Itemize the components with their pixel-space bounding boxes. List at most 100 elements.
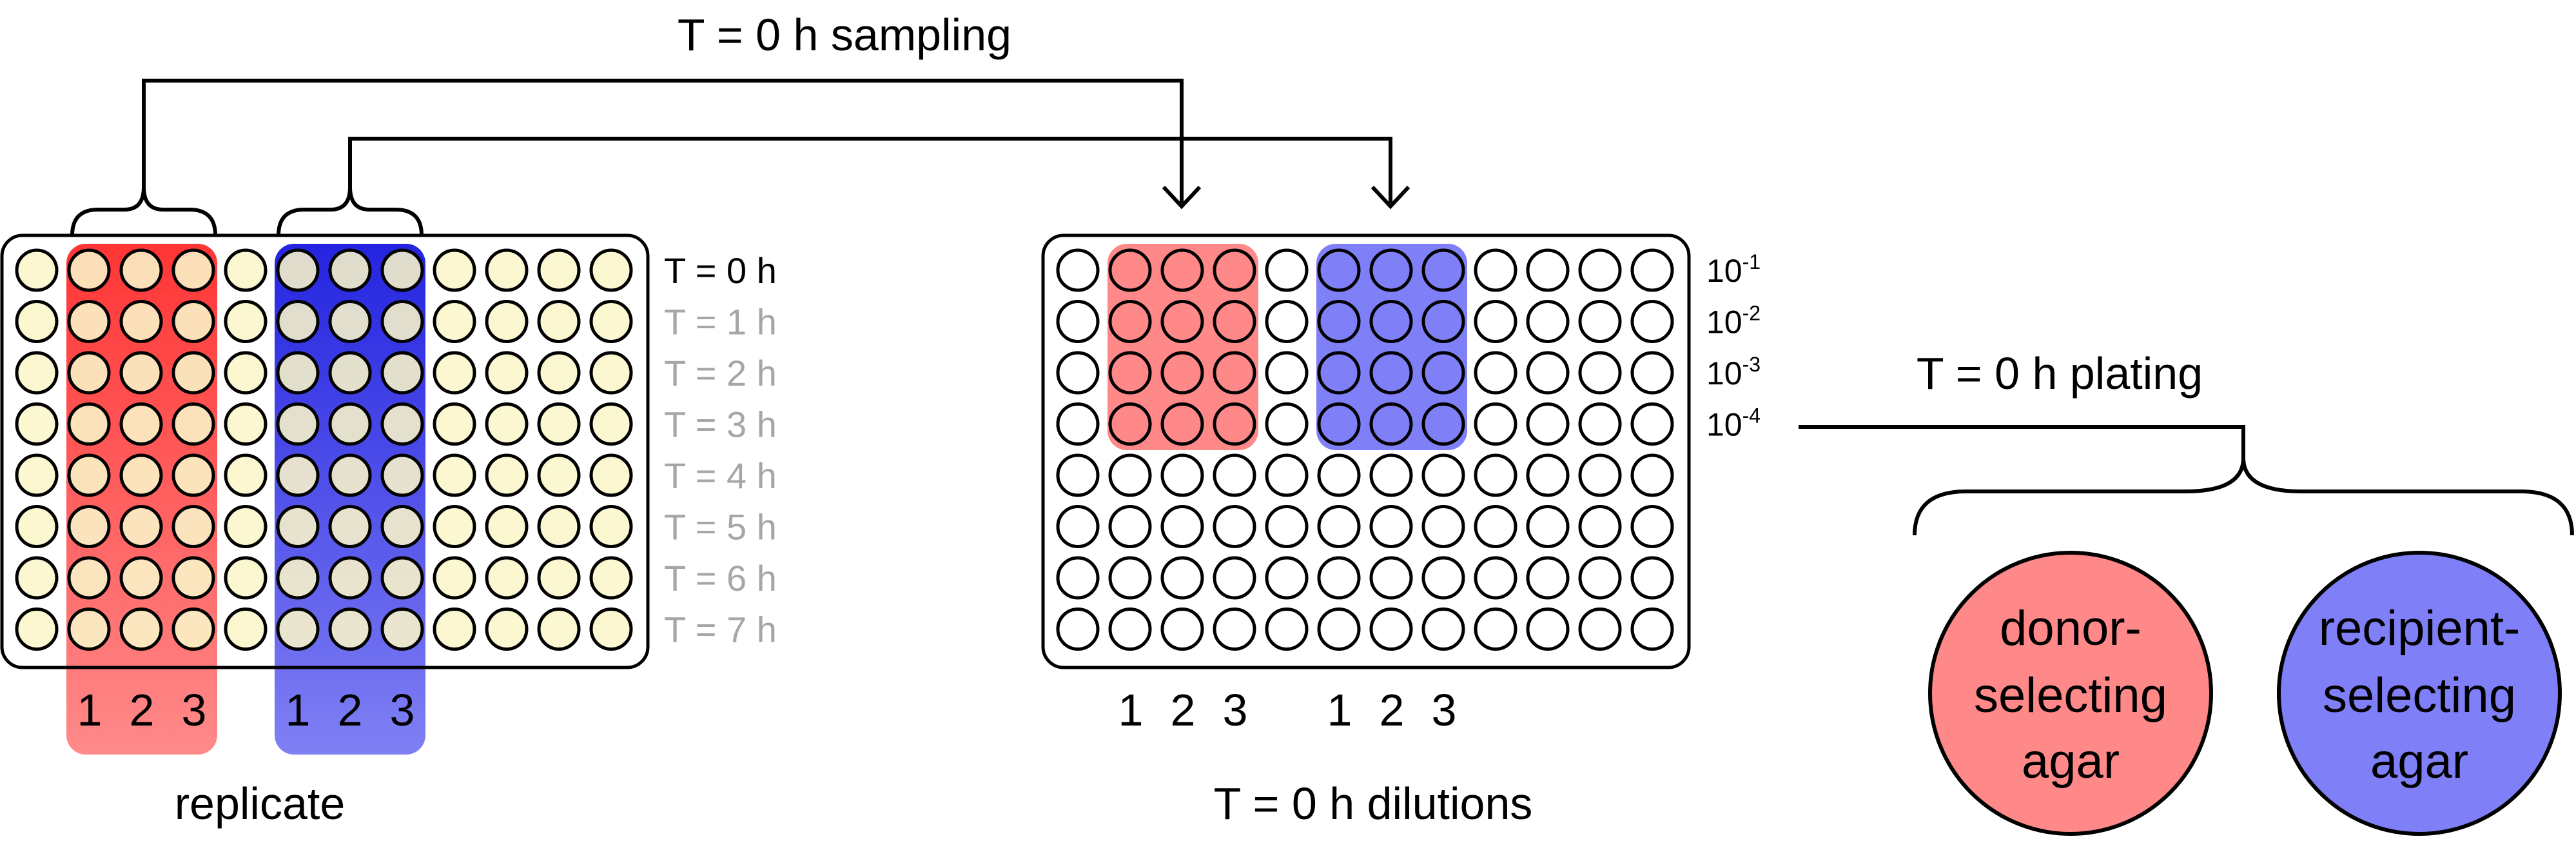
dilution-well bbox=[1421, 351, 1465, 395]
time-label: T = 3 h bbox=[664, 404, 777, 445]
time-label: T = 4 h bbox=[664, 455, 777, 496]
dilution-well bbox=[1474, 453, 1517, 497]
time-course-well bbox=[119, 351, 163, 395]
dilution-well bbox=[1265, 300, 1309, 343]
dilution-well bbox=[1369, 300, 1413, 343]
dilution-well bbox=[1578, 300, 1622, 343]
time-course-well bbox=[380, 608, 424, 651]
dilution-well bbox=[1630, 556, 1674, 600]
time-course-well bbox=[589, 351, 633, 395]
time-course-well bbox=[328, 608, 372, 651]
dilution-well bbox=[1474, 402, 1517, 446]
time-course-well bbox=[589, 248, 633, 292]
time-course-well bbox=[328, 453, 372, 497]
donor-agar-line-1: donor- bbox=[2000, 601, 2142, 656]
time-course-well bbox=[276, 248, 320, 292]
recipient-agar-line-1: recipient- bbox=[2319, 601, 2521, 656]
time-course-well bbox=[15, 505, 59, 548]
recipient-agar-circle bbox=[2277, 551, 2562, 836]
dilution-label: 10-4 bbox=[1706, 404, 1761, 443]
time-course-well bbox=[276, 556, 320, 600]
time-course-well bbox=[589, 453, 633, 497]
time-course-replicate-number: 1 bbox=[77, 685, 102, 735]
dilution-well bbox=[1108, 300, 1152, 343]
time-course-well bbox=[485, 453, 529, 497]
dilution-well bbox=[1265, 453, 1309, 497]
plating-connector bbox=[1799, 425, 2574, 536]
time-course-well bbox=[15, 248, 59, 292]
time-course-well bbox=[328, 556, 372, 600]
dilution-well bbox=[1578, 505, 1622, 548]
time-course-well bbox=[485, 402, 529, 446]
time-course-well bbox=[171, 453, 215, 497]
time-course-well bbox=[224, 556, 268, 600]
dilution-well bbox=[1108, 556, 1152, 600]
dilution-well bbox=[1265, 608, 1309, 651]
dilution-well bbox=[1578, 453, 1622, 497]
recipient-dilution-highlight bbox=[1316, 244, 1467, 450]
dilution-well bbox=[1630, 505, 1674, 548]
dilution-well bbox=[1108, 608, 1152, 651]
time-label: T = 2 h bbox=[664, 353, 777, 393]
dilution-well bbox=[1213, 248, 1256, 292]
sampling-connectors bbox=[70, 79, 1410, 236]
dilution-well bbox=[1578, 351, 1622, 395]
dilution-well bbox=[1108, 402, 1152, 446]
donor-agar-line-3: agar bbox=[2022, 734, 2120, 789]
recipient-selecting-agar: recipient- selecting agar bbox=[2277, 551, 2562, 836]
time-course-well bbox=[328, 300, 372, 343]
recipient-arrowhead bbox=[1371, 185, 1410, 210]
replicate-label: replicate bbox=[175, 778, 346, 829]
time-course-well bbox=[119, 608, 163, 651]
dilution-well bbox=[1630, 402, 1674, 446]
time-course-well bbox=[433, 351, 476, 395]
donor-agar-circle bbox=[1928, 551, 2213, 836]
dilution-well bbox=[1421, 402, 1465, 446]
dilution-well bbox=[1474, 505, 1517, 548]
dilution-well bbox=[1578, 608, 1622, 651]
time-course-well bbox=[171, 300, 215, 343]
donor-column-brace bbox=[70, 186, 217, 236]
dilution-replicate-number: 2 bbox=[1171, 685, 1196, 735]
dilution-well bbox=[1108, 351, 1152, 395]
dilution-well bbox=[1317, 300, 1361, 343]
time-label: T = 0 h bbox=[664, 250, 777, 291]
dilution-well bbox=[1421, 453, 1465, 497]
time-course-well bbox=[485, 505, 529, 548]
dilution-well bbox=[1108, 453, 1152, 497]
dilution-well bbox=[1630, 300, 1674, 343]
time-course-well bbox=[380, 505, 424, 548]
time-course-well bbox=[276, 402, 320, 446]
dilution-well bbox=[1317, 402, 1361, 446]
dilution-plate-outline bbox=[1041, 233, 1691, 669]
dilution-well bbox=[1213, 453, 1256, 497]
time-label: T = 1 h bbox=[664, 302, 777, 342]
time-course-well bbox=[224, 453, 268, 497]
time-course-well bbox=[433, 300, 476, 343]
time-course-well bbox=[67, 556, 111, 600]
time-course-well bbox=[171, 608, 215, 651]
dilution-label: 10-2 bbox=[1706, 302, 1761, 341]
time-course-well bbox=[119, 300, 163, 343]
time-course-well bbox=[380, 300, 424, 343]
time-label: T = 6 h bbox=[664, 558, 777, 598]
time-course-well bbox=[589, 556, 633, 600]
time-course-replicate-number: 3 bbox=[182, 685, 207, 735]
time-course-well bbox=[537, 248, 581, 292]
dilution-well bbox=[1213, 300, 1256, 343]
time-course-well bbox=[433, 402, 476, 446]
dilution-well bbox=[1108, 505, 1152, 548]
time-course-well bbox=[224, 608, 268, 651]
time-course-well bbox=[485, 351, 529, 395]
time-course-well bbox=[276, 608, 320, 651]
dilution-replicate-number: 3 bbox=[1432, 685, 1457, 735]
dilution-well bbox=[1369, 556, 1413, 600]
time-course-well bbox=[171, 351, 215, 395]
dilution-well bbox=[1265, 248, 1309, 292]
time-course-well bbox=[485, 248, 529, 292]
dilution-well bbox=[1630, 453, 1674, 497]
dilution-well bbox=[1317, 351, 1361, 395]
dilution-well bbox=[1578, 556, 1622, 600]
